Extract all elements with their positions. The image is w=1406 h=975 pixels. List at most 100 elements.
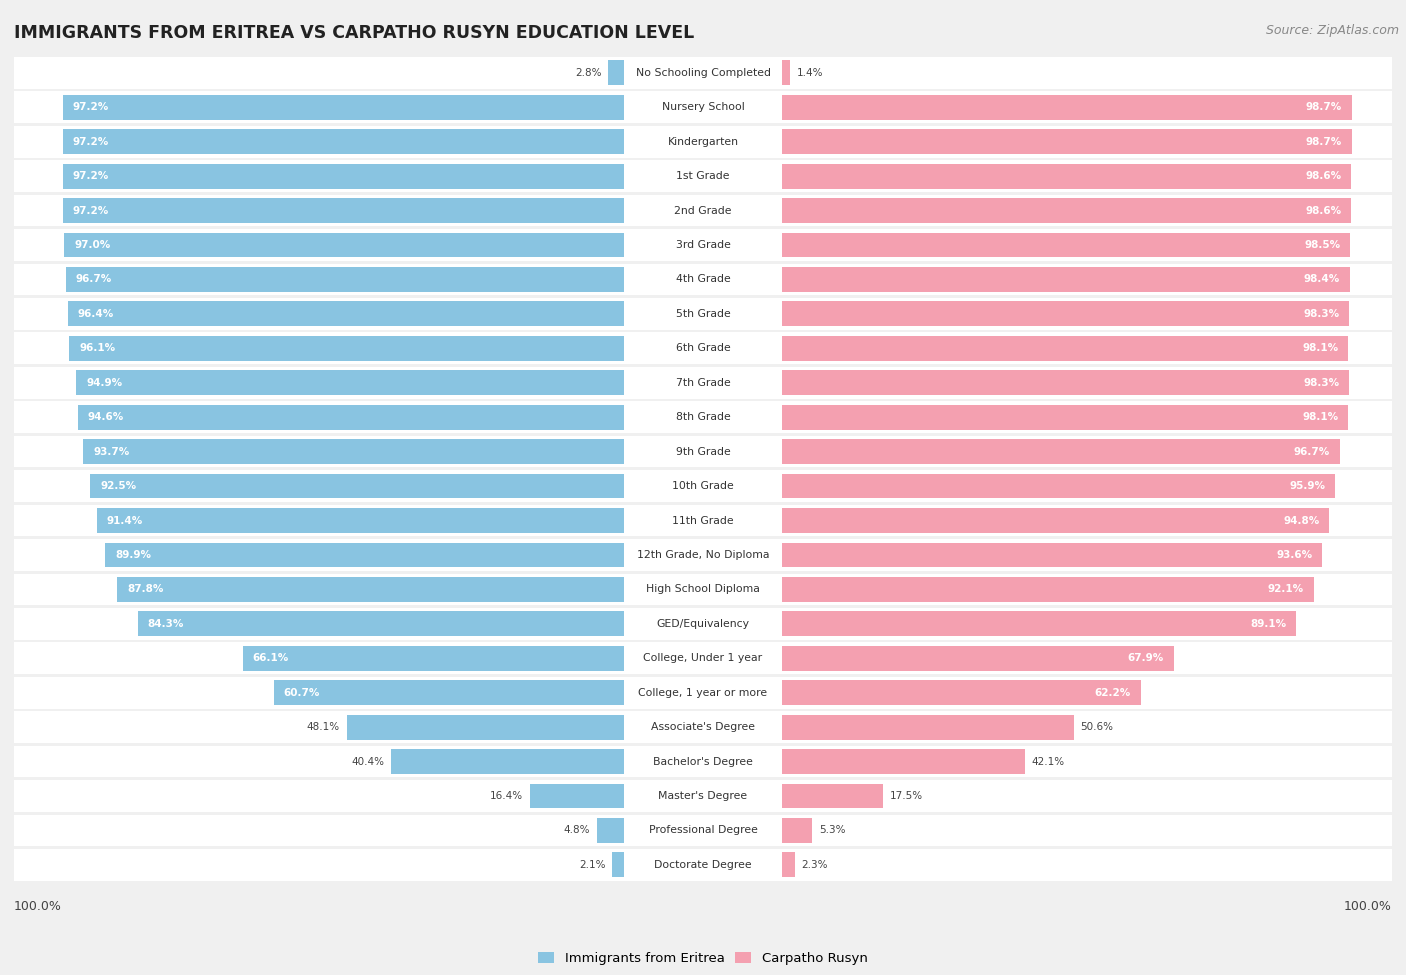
Text: College, 1 year or more: College, 1 year or more	[638, 687, 768, 698]
Text: 87.8%: 87.8%	[127, 584, 163, 595]
Bar	[782, 301, 1350, 327]
Text: 93.7%: 93.7%	[93, 447, 129, 456]
Text: Master's Degree: Master's Degree	[658, 791, 748, 801]
Bar	[274, 681, 624, 705]
Bar	[14, 780, 1392, 812]
Bar	[612, 852, 624, 878]
Bar	[14, 436, 1392, 467]
Bar	[782, 95, 1351, 120]
Text: 98.5%: 98.5%	[1305, 240, 1341, 250]
Text: 67.9%: 67.9%	[1128, 653, 1164, 663]
Text: Kindergarten: Kindergarten	[668, 136, 738, 146]
Text: Doctorate Degree: Doctorate Degree	[654, 860, 752, 870]
Text: 4.8%: 4.8%	[564, 826, 591, 836]
Text: 11th Grade: 11th Grade	[672, 516, 734, 526]
Text: 100.0%: 100.0%	[14, 900, 62, 913]
Text: 98.6%: 98.6%	[1305, 206, 1341, 215]
Bar	[782, 611, 1296, 637]
Bar	[14, 849, 1392, 880]
Bar	[14, 367, 1392, 399]
Text: 9th Grade: 9th Grade	[676, 447, 730, 456]
Text: 97.2%: 97.2%	[73, 206, 110, 215]
Text: Bachelor's Degree: Bachelor's Degree	[652, 757, 754, 766]
Text: 96.7%: 96.7%	[1294, 447, 1330, 456]
Bar	[65, 233, 624, 257]
Bar	[14, 160, 1392, 192]
Text: College, Under 1 year: College, Under 1 year	[644, 653, 762, 663]
Text: 12th Grade, No Diploma: 12th Grade, No Diploma	[637, 550, 769, 560]
Text: 91.4%: 91.4%	[107, 516, 142, 526]
Text: 62.2%: 62.2%	[1095, 687, 1130, 698]
Text: 2.1%: 2.1%	[579, 860, 606, 870]
Bar	[14, 229, 1392, 261]
Bar	[76, 370, 624, 395]
Bar	[14, 298, 1392, 330]
Text: 6th Grade: 6th Grade	[676, 343, 730, 353]
Text: 4th Grade: 4th Grade	[676, 274, 730, 285]
Text: 89.9%: 89.9%	[115, 550, 150, 560]
Bar	[782, 60, 790, 85]
Text: Associate's Degree: Associate's Degree	[651, 722, 755, 732]
Bar	[596, 818, 624, 842]
Text: Nursery School: Nursery School	[662, 102, 744, 112]
Bar	[243, 645, 624, 671]
Text: 97.2%: 97.2%	[73, 136, 110, 146]
Text: 98.7%: 98.7%	[1306, 136, 1341, 146]
Text: Professional Degree: Professional Degree	[648, 826, 758, 836]
Bar	[782, 508, 1329, 533]
Text: 60.7%: 60.7%	[284, 687, 321, 698]
Bar	[63, 95, 624, 120]
Bar	[66, 267, 624, 292]
Bar	[391, 749, 624, 774]
Bar	[14, 57, 1392, 89]
Bar	[14, 712, 1392, 743]
Bar	[782, 370, 1350, 395]
Text: 94.9%: 94.9%	[86, 377, 122, 388]
Text: 98.1%: 98.1%	[1302, 343, 1339, 353]
Bar	[346, 715, 624, 739]
Bar	[530, 784, 624, 808]
Bar	[782, 474, 1336, 498]
Bar	[782, 818, 813, 842]
Bar	[14, 539, 1392, 570]
Bar	[79, 405, 624, 430]
Bar	[782, 164, 1351, 188]
Text: 96.4%: 96.4%	[77, 309, 114, 319]
Text: 98.4%: 98.4%	[1303, 274, 1340, 285]
Text: 50.6%: 50.6%	[1080, 722, 1114, 732]
Text: 48.1%: 48.1%	[307, 722, 340, 732]
Text: 97.2%: 97.2%	[73, 102, 110, 112]
Text: 66.1%: 66.1%	[253, 653, 288, 663]
Text: GED/Equivalency: GED/Equivalency	[657, 619, 749, 629]
Text: 5th Grade: 5th Grade	[676, 309, 730, 319]
Text: 94.8%: 94.8%	[1284, 516, 1319, 526]
Legend: Immigrants from Eritrea, Carpatho Rusyn: Immigrants from Eritrea, Carpatho Rusyn	[533, 947, 873, 971]
Bar	[14, 677, 1392, 709]
Text: 2.3%: 2.3%	[801, 860, 828, 870]
Bar	[67, 301, 624, 327]
Text: 89.1%: 89.1%	[1250, 619, 1286, 629]
Text: 94.6%: 94.6%	[89, 412, 124, 422]
Text: 2nd Grade: 2nd Grade	[675, 206, 731, 215]
Bar	[782, 577, 1313, 602]
Text: 92.5%: 92.5%	[100, 481, 136, 491]
Text: 95.9%: 95.9%	[1289, 481, 1326, 491]
Bar	[97, 508, 624, 533]
Text: 97.2%: 97.2%	[73, 172, 110, 181]
Text: 40.4%: 40.4%	[352, 757, 384, 766]
Text: 93.6%: 93.6%	[1277, 550, 1312, 560]
Text: 7th Grade: 7th Grade	[676, 377, 730, 388]
Bar	[138, 611, 624, 637]
Bar	[782, 542, 1322, 567]
Bar	[14, 573, 1392, 605]
Bar	[609, 60, 624, 85]
Text: 3rd Grade: 3rd Grade	[675, 240, 731, 250]
Bar	[14, 608, 1392, 640]
Text: 10th Grade: 10th Grade	[672, 481, 734, 491]
Text: 96.7%: 96.7%	[76, 274, 112, 285]
Bar	[782, 233, 1351, 257]
Bar	[782, 852, 794, 878]
Bar	[14, 195, 1392, 226]
Bar	[782, 336, 1348, 361]
Bar	[14, 505, 1392, 536]
